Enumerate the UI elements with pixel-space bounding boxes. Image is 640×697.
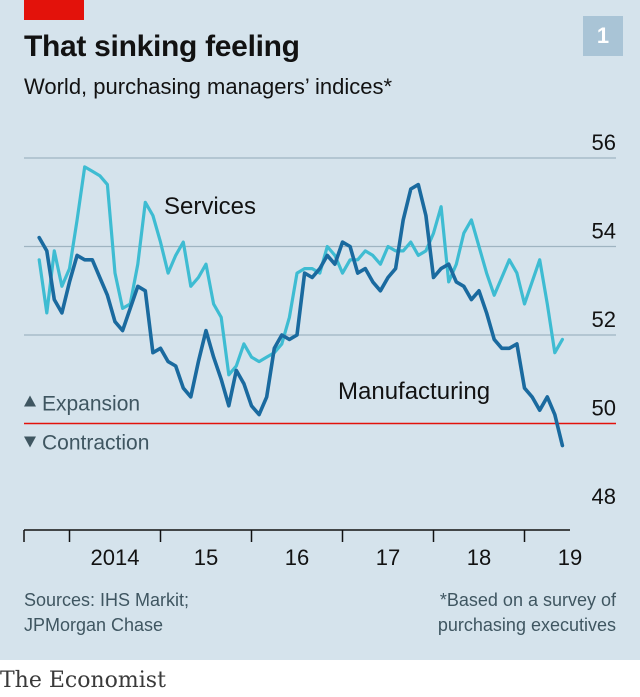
y-tick-label-56: 56 [592,130,616,155]
x-tick-label-16: 16 [285,545,309,570]
series-label-manufacturing: Manufacturing [338,378,490,405]
source-line-2: JPMorgan Chase [24,615,164,635]
source-line-1: Sources: IHS Markit; [24,590,190,610]
series-line-services [37,165,565,377]
expansion-arrow-icon [24,395,36,407]
sources-note: Sources: IHS Markit; JPMorgan Chase [24,588,189,638]
y-tick-label-52: 52 [592,307,616,332]
y-tick-label-50: 50 [592,396,616,421]
chart-panel [0,0,640,660]
y-tick-label-54: 54 [592,219,616,244]
x-tick-label-15: 15 [194,545,218,570]
series-line-manufacturing [37,182,565,448]
chart-title: That sinking feeling [24,30,300,63]
x-tick-label-19: 19 [558,545,582,570]
contraction-arrow-icon [24,436,36,448]
y-tick-label-48: 48 [592,484,616,509]
expansion-label: Expansion [42,393,140,416]
footnote-line-1: *Based on a survey of [439,590,616,610]
footnote: *Based on a survey of purchasing executi… [438,588,616,638]
x-tick-label-17: 17 [376,545,400,570]
contraction-label: Contraction [42,432,149,455]
economist-brand: The Economist [0,668,166,693]
chart-number-badge: 1 [583,16,623,56]
x-tick-label-18: 18 [467,545,491,570]
chart-subtitle: World, purchasing managers’ indices* [24,74,393,99]
series-label-services: Services [164,193,256,220]
pmi-line-chart: 48 50 52 54 56 Expansion Contraction 2014 15 16 17… [23,130,616,570]
brand-red-tab [24,0,84,20]
x-tick-label-2014: 2014 [91,545,140,570]
footnote-line-2: purchasing executives [437,615,616,635]
